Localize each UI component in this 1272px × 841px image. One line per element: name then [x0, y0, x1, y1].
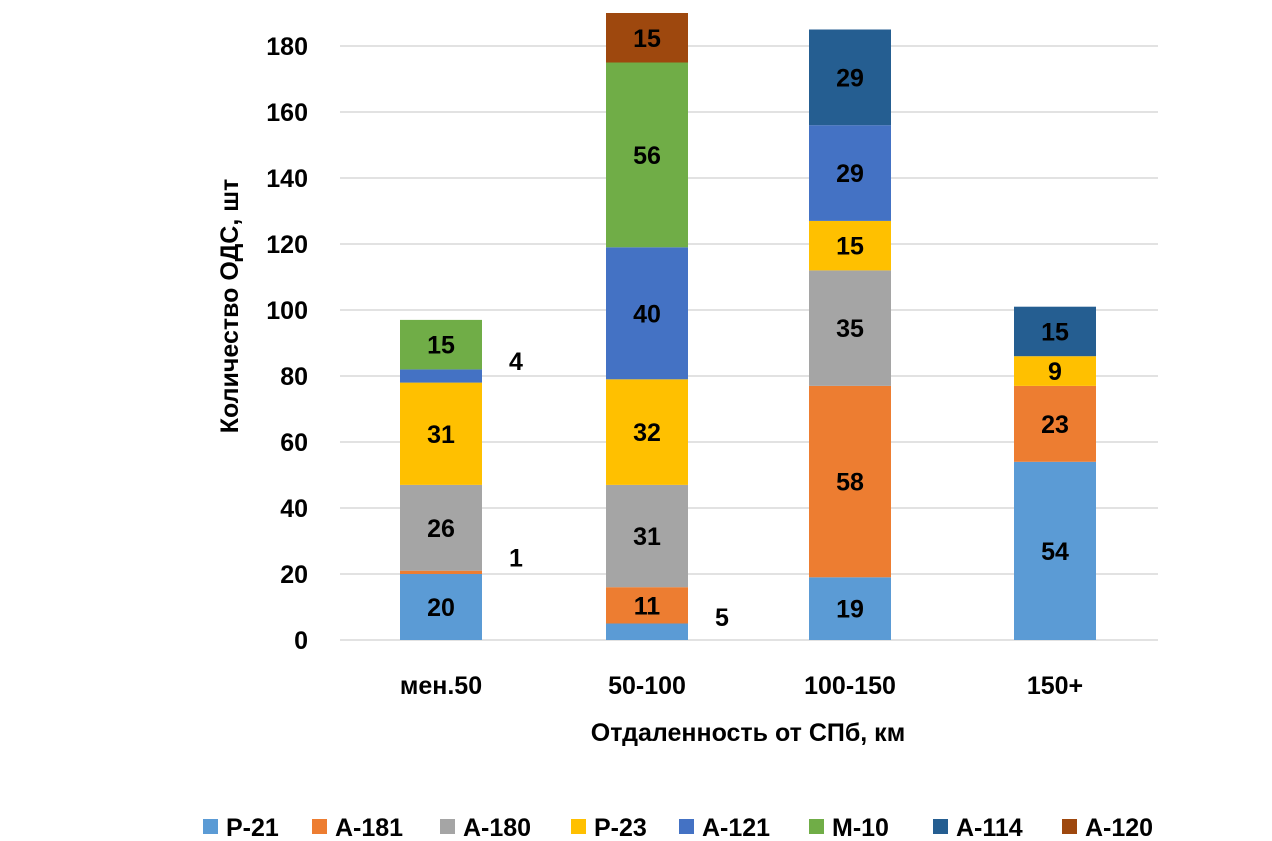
bar-segment	[606, 62, 688, 248]
y-tick-label: 0	[294, 627, 308, 655]
legend-swatch	[312, 819, 327, 834]
bar-segment	[400, 570, 482, 574]
data-label: 29	[836, 64, 864, 92]
legend: Р-21 А-181 А-180 Р-23 А-121 М-10 А-114 А-120	[203, 814, 1153, 841]
bar-segment	[809, 577, 891, 640]
bar-segment	[809, 125, 891, 221]
x-axis-category-labels: мен.50 50-100 100-150 150+	[400, 672, 1083, 700]
x-category-label: мен.50	[400, 672, 482, 700]
bar-segment	[809, 385, 891, 578]
y-tick-label: 60	[280, 429, 308, 457]
bar-segment	[809, 220, 891, 271]
data-label: 5	[715, 604, 729, 632]
data-labels: 20 1 26 31 4 15 5 11 31 32 40 56 15 19 58 35 15 29 29 54 23 9…	[427, 25, 1069, 632]
bar-segment	[809, 270, 891, 386]
y-axis-tick-labels: 0 20 40 60 80 100 120 140 160 180	[266, 33, 308, 655]
y-axis-title: Количество ОДС, шт	[216, 179, 244, 434]
bars	[400, 13, 1096, 640]
data-label: 15	[427, 332, 455, 360]
bar-segment	[606, 379, 688, 485]
x-category-label: 100-150	[804, 672, 896, 700]
legend-swatch	[933, 819, 948, 834]
legend-swatch	[203, 819, 218, 834]
bar-segment	[606, 623, 688, 640]
bar-segment	[400, 319, 482, 370]
data-label: 40	[633, 300, 661, 328]
data-label: 54	[1041, 538, 1069, 566]
data-label: 35	[836, 315, 864, 343]
data-label: 9	[1048, 358, 1062, 386]
bar-segment	[400, 484, 482, 571]
y-tick-label: 40	[280, 495, 308, 523]
legend-label: Р-21	[226, 814, 279, 841]
legend-swatch	[571, 819, 586, 834]
bar-segment	[1014, 356, 1096, 386]
legend-label: А-121	[702, 814, 770, 841]
data-label: 29	[836, 160, 864, 188]
bar-segment	[809, 29, 891, 126]
y-tick-label: 160	[266, 99, 308, 127]
legend-label: А-114	[956, 814, 1023, 841]
bar-segment	[1014, 306, 1096, 357]
data-label: 56	[633, 142, 661, 170]
x-category-label: 150+	[1027, 672, 1083, 700]
data-label: 31	[427, 421, 455, 449]
bar-segment	[606, 484, 688, 588]
y-tick-label: 100	[266, 297, 308, 325]
legend-label: М-10	[832, 814, 889, 841]
data-label: 15	[633, 25, 661, 53]
y-tick-label: 80	[280, 363, 308, 391]
bar-segment	[400, 382, 482, 485]
data-label: 26	[427, 515, 455, 543]
data-label: 15	[836, 233, 864, 261]
y-tick-label: 120	[266, 231, 308, 259]
legend-swatch	[1062, 819, 1077, 834]
bar-segment	[400, 369, 482, 383]
bar-segment	[400, 574, 482, 640]
legend-swatch	[809, 819, 824, 834]
data-label: 11	[634, 592, 661, 620]
x-category-label: 50-100	[608, 672, 686, 700]
y-tick-label: 140	[266, 165, 308, 193]
data-label: 1	[509, 544, 523, 572]
bar-segment	[1014, 461, 1096, 640]
data-label: 23	[1041, 411, 1069, 439]
data-label: 20	[427, 594, 455, 622]
bar-segment	[606, 247, 688, 380]
bar-segment	[1014, 385, 1096, 462]
x-axis-title: Отдаленность от СПб, км	[591, 719, 905, 747]
legend-label: А-181	[335, 814, 403, 841]
data-label: 58	[836, 469, 864, 497]
y-tick-label: 180	[266, 33, 308, 61]
legend-label: А-180	[463, 814, 531, 841]
data-label: 31	[633, 523, 661, 551]
y-tick-label: 20	[280, 561, 308, 589]
legend-label: Р-23	[594, 814, 647, 841]
data-label: 19	[836, 596, 864, 624]
legend-swatch	[679, 819, 694, 834]
data-label: 15	[1041, 318, 1069, 346]
data-label: 4	[509, 348, 523, 376]
data-label: 32	[633, 419, 661, 447]
bar-segment	[606, 587, 688, 624]
legend-swatch	[440, 819, 455, 834]
bar-segment	[606, 13, 688, 63]
legend-label: А-120	[1085, 814, 1153, 841]
